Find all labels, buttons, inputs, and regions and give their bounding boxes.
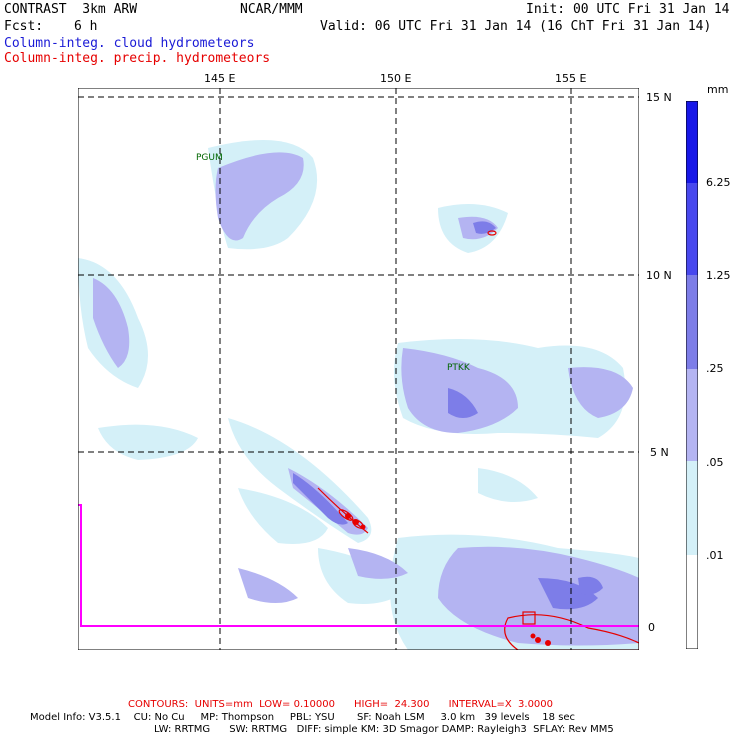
domain-boundary <box>78 504 639 627</box>
precip-dot-6 <box>530 633 536 639</box>
cloud-region-se-dark <box>538 578 598 610</box>
cloud-region-west-2 <box>98 424 198 460</box>
cloud-region-sw-med <box>238 568 298 603</box>
colorbar-bin-0.05 <box>686 369 698 461</box>
precip-se-box <box>522 611 536 625</box>
cloud-region-se-med <box>438 546 639 646</box>
colorbar-label-0.05: .05 <box>706 456 724 469</box>
lat-label-0: 0 <box>648 621 655 634</box>
lat-label-10n: 10 N <box>646 269 672 282</box>
legend-precip: Column-integ. precip. hydrometeors <box>4 51 271 66</box>
org-label: NCAR/MMM <box>240 2 303 17</box>
cloud-layer-dark <box>293 221 603 610</box>
lon-label-145: 145 E <box>204 72 236 85</box>
precip-cells-filled <box>345 513 551 646</box>
colorbar-unit: mm <box>707 83 729 96</box>
forecast-label: Fcst: <box>4 19 44 34</box>
model-info-line2: LW: RRTMG SW: RRTMG DIFF: simple KM: 3D … <box>154 724 614 735</box>
cloud-region-east-med <box>568 367 633 418</box>
colorbar-label-0.01: .01 <box>706 549 724 562</box>
lon-label-150: 150 E <box>380 72 412 85</box>
colorbar-bin-zero <box>686 555 698 649</box>
lat-label-5n: 5 N <box>650 446 669 459</box>
cloud-region-chuuk-med <box>401 348 518 433</box>
legend-cloud: Column-integ. cloud hydrometeors <box>4 36 255 51</box>
colorbar-label-0.25: .25 <box>706 362 724 375</box>
precip-dot-4 <box>535 637 541 643</box>
cloud-region-south-med <box>348 548 408 579</box>
cloud-region-mid-east <box>478 468 538 502</box>
map-panel: PGUM PTKK <box>78 88 639 650</box>
colorbar-bin-0.25 <box>686 275 698 369</box>
precip-cell-1 <box>338 509 354 521</box>
precip-dot-5 <box>545 640 551 646</box>
precip-dot-3 <box>360 524 366 530</box>
cloud-region-chuuk-dark <box>448 388 478 418</box>
lat-label-15n: 15 N <box>646 91 672 104</box>
cloud-region-se-dark-2 <box>578 576 603 595</box>
init-time: Init: 00 UTC Fri 31 Jan 14 <box>526 2 730 17</box>
valid-time: Valid: 06 UTC Fri 31 Jan 14 (16 ChT Fri … <box>320 19 712 34</box>
station-pgum: PGUM <box>196 153 223 163</box>
colorbar-bin-0.01 <box>686 461 698 555</box>
cloud-region-band-light-2 <box>238 488 328 544</box>
colorbar-label-1.25: 1.25 <box>706 269 731 282</box>
model-title: CONTRAST 3km ARW <box>4 2 138 17</box>
colorbar <box>686 101 698 649</box>
precip-cell-ne <box>487 230 497 236</box>
precip-dot-1 <box>345 513 351 519</box>
grid-lines <box>78 88 639 650</box>
forecast-hour: 6 h <box>74 19 98 34</box>
cloud-region-guam <box>215 152 304 241</box>
lon-label-155: 155 E <box>555 72 587 85</box>
contours-info: CONTOURS: UNITS=mm LOW= 0.10000 HIGH= 24… <box>128 699 554 710</box>
precip-se-contour <box>504 614 639 650</box>
colorbar-label-6.25: 6.25 <box>706 176 731 189</box>
cloud-region-band-dark <box>293 473 348 525</box>
colorbar-bin-1.25 <box>686 183 698 275</box>
colorbar-bin-6.25plus <box>686 101 698 183</box>
station-ptkk: PTKK <box>447 363 471 373</box>
model-info-line1: Model Info: V3.5.1 CU: No Cu MP: Thompso… <box>30 712 576 723</box>
cloud-region-west-med <box>93 278 130 368</box>
precip-dot-2 <box>353 519 359 525</box>
